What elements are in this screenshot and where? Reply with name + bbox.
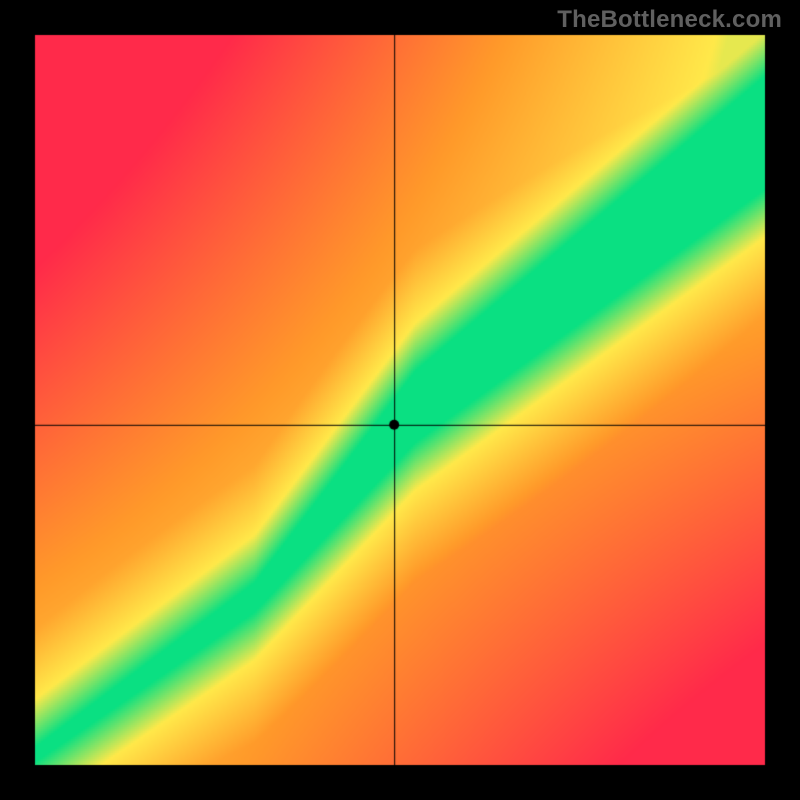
heatmap-canvas: [0, 0, 800, 800]
watermark-text: TheBottleneck.com: [557, 6, 782, 34]
chart-container: TheBottleneck.com: [0, 0, 800, 800]
